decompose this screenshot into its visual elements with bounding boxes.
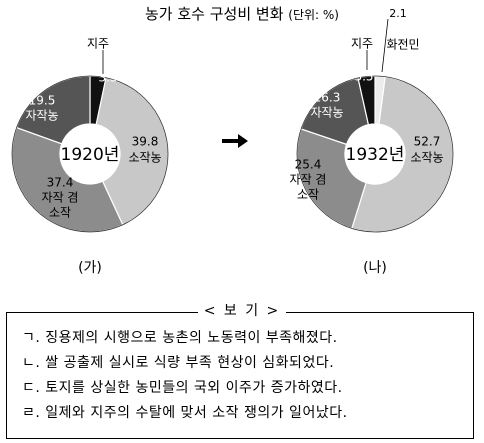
pie-2-slice-3-value-label: 25.4 — [295, 158, 322, 172]
pie-1-slice-1-value-label: 3.3 — [98, 71, 117, 85]
bogi-item-1: ㄱ. 징용제의 시행으로 농촌의 노동력이 부족해졌다. — [22, 330, 338, 346]
pie-2-slice-3-text-label-2: 소작 — [297, 188, 319, 202]
pie-2-slice-2-value-label: 52.7 — [414, 135, 441, 149]
pie-1-slice-2-value-label: 39.8 — [132, 135, 159, 149]
pie-1-slice-2-text-label-1: 소작농 — [128, 151, 161, 165]
chart-unit: (단위: %) — [288, 8, 339, 22]
pie-1-outline — [11, 75, 169, 233]
pie-1-slice-3-text-label-2: 소작 — [49, 206, 71, 220]
pie-1-panel-label: (가) — [78, 260, 102, 276]
pie-2-slice-5-value-label: 3.5 — [354, 70, 373, 84]
pie-2-slice-1-leader-line — [381, 18, 389, 73]
bogi-list: ㄱ. 징용제의 시행으로 농촌의 노동력이 부족해졌다. ㄴ. 쌀 공출제 실시… — [22, 326, 348, 426]
pie-2-slice-5-name-label: 지주 — [351, 37, 373, 51]
pie-1-slice-1-name-label: 지주 — [87, 37, 109, 51]
pie-2-center-label: 1932년 — [346, 145, 405, 165]
pie-1-slice-3-value-label: 37.4 — [47, 176, 74, 190]
pie-2-panel-label: (나) — [363, 260, 387, 276]
arrow-icon — [222, 134, 248, 148]
chart-title: 농가 호수 구성비 변화 (단위: %) — [0, 3, 484, 24]
chart-title-text: 농가 호수 구성비 변화 — [144, 5, 284, 23]
pie-1-center-label: 1920년 — [61, 145, 120, 165]
bogi-item-4: ㄹ. 일제와 지주의 수탈에 맞서 소작 쟁의가 일어났다. — [22, 405, 348, 421]
bogi-label: < 보 기 > — [0, 300, 484, 320]
bogi-label-text: < 보 기 > — [197, 303, 287, 319]
pie-2-slice-2-text-label-1: 소작농 — [410, 151, 443, 165]
pie-2-slice-4-text-label-1: 자작농 — [310, 106, 343, 120]
pie-1-slice-3-text-label-1: 자작 겸 — [42, 191, 79, 205]
pie-1-slice-4-text-label-1: 자작농 — [25, 109, 58, 123]
pie-2-slice-1-value-label: 2.1 — [389, 7, 407, 20]
pie-2-slice-1-name-label: 화전민 — [386, 38, 419, 52]
pie-2-slice-4-value-label: 16.3 — [314, 91, 341, 105]
pie-2-outline — [296, 75, 454, 233]
pie-2-slice-3-text-label-1: 자작 겸 — [290, 173, 327, 187]
bogi-item-3: ㄷ. 토지를 상실한 농민들의 국외 이주가 증가하였다. — [22, 380, 343, 396]
bogi-item-2: ㄴ. 쌀 공출제 실시로 식량 부족 현상이 심화되었다. — [22, 355, 335, 371]
pie-1-slice-4-value-label: 19.5 — [29, 94, 56, 108]
